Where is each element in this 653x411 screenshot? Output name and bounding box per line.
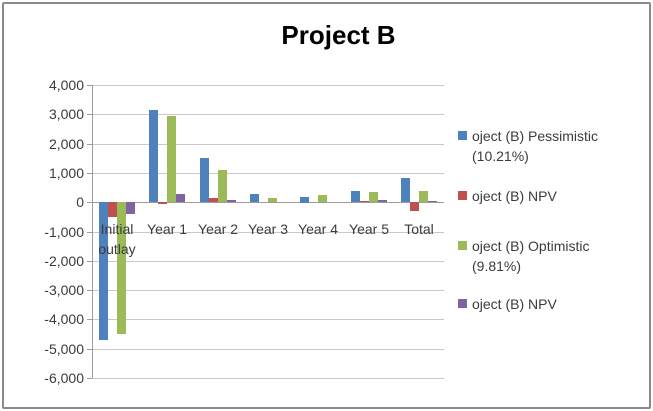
y-axis-line: [92, 85, 93, 378]
gridline-1000: [92, 173, 444, 174]
y-tick-label: -2,000: [44, 253, 84, 269]
gridline--6000: [92, 378, 444, 379]
gridline-3000: [92, 114, 444, 115]
y-tick-label: 2,000: [48, 136, 84, 152]
bar-pessimistic-year-3: [250, 194, 259, 202]
y-tick-label: 1,000: [48, 165, 84, 181]
bar-npv-2-year-1: [176, 194, 185, 202]
legend-item-npv-2: oject (B) NPV: [458, 294, 646, 314]
y-tick-label: 0: [76, 194, 84, 210]
axis-tick: [87, 319, 92, 320]
y-tick-label: -4,000: [44, 311, 84, 327]
legend-label-npv-2: oject (B) NPV: [472, 296, 557, 312]
x-category-label-total: Total: [404, 221, 434, 237]
bar-optimistic-year-5: [369, 192, 378, 202]
axis-tick: [87, 202, 92, 203]
bar-pessimistic-year-2: [200, 158, 209, 202]
axis-tick: [87, 114, 92, 115]
y-tick-label: -5,000: [44, 341, 84, 357]
axis-tick: [87, 261, 92, 262]
chart-title: Project B: [281, 20, 396, 50]
bar-pessimistic-initial-outlay: [99, 202, 108, 340]
bar-pessimistic-year-4: [300, 197, 309, 203]
zero-gridline: [92, 202, 444, 203]
axis-tick: [87, 144, 92, 145]
x-category-label-year-2: Year 2: [198, 221, 238, 237]
legend-item-optimistic: oject (B) Optimistic (9.81%): [458, 236, 646, 276]
axis-tick: [87, 85, 92, 86]
legend-item-pessimistic: oject (B) Pessimistic (10.21%): [458, 126, 646, 166]
bar-npv-2-year-5: [378, 200, 387, 202]
gridline--2000: [92, 261, 444, 262]
bar-npv-2-year-2: [227, 200, 236, 202]
x-category-label-year-1: Year 1: [147, 221, 187, 237]
axis-tick: [87, 173, 92, 174]
gridline--3000: [92, 290, 444, 291]
legend-label-pessimistic: oject (B) Pessimistic (10.21%): [472, 128, 599, 164]
gridline--5000: [92, 349, 444, 350]
y-tick-label: 3,000: [48, 106, 84, 122]
bar-optimistic-initial-outlay: [117, 202, 126, 334]
y-tick-label: -1,000: [44, 224, 84, 240]
bar-optimistic-year-3: [268, 198, 277, 202]
gridline-4000: [92, 85, 444, 86]
bar-npv-2-total: [428, 201, 437, 202]
gridline--4000: [92, 319, 444, 320]
legend-marker-pessimistic: [458, 131, 467, 140]
legend-marker-npv-2: [458, 299, 467, 308]
bar-pessimistic-year-5: [351, 191, 360, 202]
legend-marker-npv-1: [458, 191, 467, 200]
bar-optimistic-year-4: [318, 195, 327, 202]
axis-tick: [87, 378, 92, 379]
legend-label-npv-1: oject (B) NPV: [472, 188, 557, 204]
bar-npv-1-year-1: [158, 202, 167, 204]
axis-tick: [87, 290, 92, 291]
legend-item-npv-1: oject (B) NPV: [458, 186, 646, 206]
legend-label-optimistic: oject (B) Optimistic (9.81%): [472, 238, 590, 274]
y-tick-label: 4,000: [48, 77, 84, 93]
bar-pessimistic-year-1: [149, 110, 158, 202]
x-category-label-year-3: Year 3: [248, 221, 288, 237]
bar-optimistic-total: [419, 191, 428, 202]
legend-marker-optimistic: [458, 241, 467, 250]
gridline--1000: [92, 232, 444, 233]
x-category-label-initial-outlay: Initial outlay: [98, 221, 136, 257]
axis-tick: [87, 232, 92, 233]
axis-tick: [87, 349, 92, 350]
bar-npv-2-initial-outlay: [126, 202, 135, 214]
bar-npv-1-year-5: [360, 201, 369, 202]
bar-optimistic-year-2: [218, 170, 227, 202]
bar-npv-1-year-2: [209, 198, 218, 202]
bar-pessimistic-total: [401, 178, 410, 202]
y-tick-label: -3,000: [44, 282, 84, 298]
y-tick-label: -6,000: [44, 370, 84, 386]
gridline-2000: [92, 144, 444, 145]
bar-npv-1-total: [410, 202, 419, 211]
bar-optimistic-year-1: [167, 116, 176, 202]
x-category-label-year-5: Year 5: [349, 221, 389, 237]
bar-npv-1-initial-outlay: [108, 202, 117, 217]
x-category-label-year-4: Year 4: [298, 221, 338, 237]
